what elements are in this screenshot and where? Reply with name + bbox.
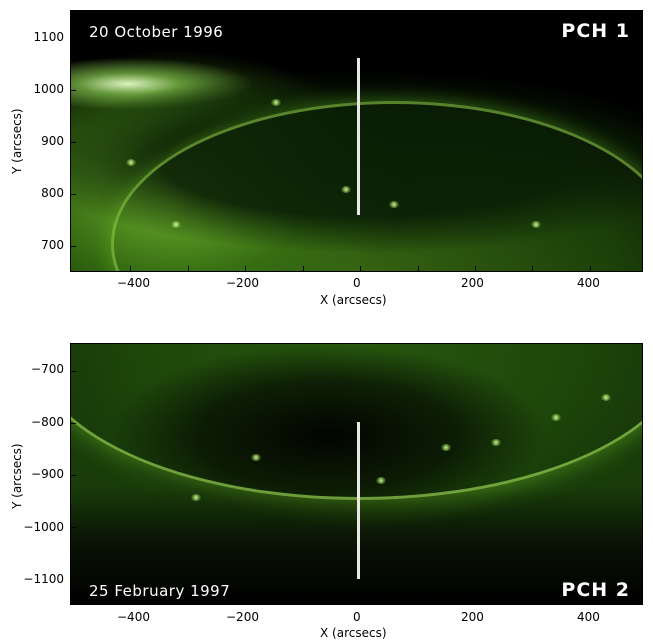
x-tick-label: −200 — [226, 610, 259, 624]
bright-point — [441, 444, 451, 451]
y-axis-title: Y (arcsecs) — [10, 443, 24, 509]
y-tick-label: 700 — [41, 238, 64, 252]
x-tick-label: 400 — [577, 610, 600, 624]
x-tick-mark — [303, 266, 304, 272]
y-tick-mark — [70, 579, 76, 580]
x-tick-mark — [418, 266, 419, 272]
y-tick-mark — [70, 371, 76, 372]
region-label: PCH 2 — [561, 579, 630, 601]
x-tick-mark — [188, 599, 189, 605]
x-tick-mark — [188, 266, 189, 272]
y-tick-mark — [70, 527, 76, 528]
bright-point — [601, 394, 611, 401]
y-tick-label: 1000 — [33, 82, 64, 96]
x-tick-label: −400 — [117, 276, 150, 290]
solar-image-panel-1: 20 October 1996 PCH 1 — [70, 10, 643, 272]
solar-image-panel-2: 25 February 1997 PCH 2 — [70, 343, 643, 605]
x-tick-mark — [475, 599, 476, 605]
y-tick-mark — [70, 246, 76, 247]
bright-point — [191, 494, 201, 501]
y-tick-mark — [70, 38, 76, 39]
y-tick-mark — [70, 194, 76, 195]
y-tick-label: −800 — [31, 415, 64, 429]
bright-point — [341, 186, 351, 193]
y-tick-mark — [70, 90, 76, 91]
x-axis-title: X (arcsecs) — [320, 293, 387, 307]
bright-point — [251, 454, 261, 461]
y-tick-label: −700 — [31, 362, 64, 376]
y-tick-label: −1100 — [23, 572, 64, 586]
y-tick-label: 1100 — [33, 30, 64, 44]
bright-point — [551, 414, 561, 421]
observation-date: 20 October 1996 — [89, 23, 224, 41]
bright-point — [531, 221, 541, 228]
y-tick-label: −1000 — [23, 520, 64, 534]
x-tick-mark — [303, 599, 304, 605]
x-tick-label: −400 — [117, 610, 150, 624]
y-tick-mark — [70, 142, 76, 143]
x-tick-mark — [475, 266, 476, 272]
x-tick-mark — [360, 599, 361, 605]
x-axis-title: X (arcsecs) — [320, 626, 387, 640]
bright-point — [171, 221, 181, 228]
x-tick-mark — [418, 599, 419, 605]
y-tick-label: 800 — [41, 186, 64, 200]
x-tick-label: −200 — [226, 276, 259, 290]
x-tick-mark — [532, 266, 533, 272]
x-tick-label: 200 — [461, 276, 484, 290]
x-tick-mark — [245, 266, 246, 272]
x-tick-mark — [532, 599, 533, 605]
y-tick-mark — [70, 423, 76, 424]
bright-point — [491, 439, 501, 446]
x-tick-label: 200 — [461, 610, 484, 624]
x-tick-mark — [245, 599, 246, 605]
x-tick-label: 0 — [353, 276, 361, 290]
region-label: PCH 1 — [561, 20, 630, 42]
solar-limb — [111, 101, 642, 271]
x-tick-mark — [130, 266, 131, 272]
observation-date: 25 February 1997 — [89, 582, 231, 600]
spectrometer-slit — [357, 58, 360, 215]
x-tick-mark — [360, 266, 361, 272]
bright-point — [126, 159, 136, 166]
x-tick-mark — [130, 599, 131, 605]
bright-point — [271, 99, 281, 106]
x-tick-label: 0 — [353, 610, 361, 624]
x-tick-mark — [590, 266, 591, 272]
bright-point — [376, 477, 386, 484]
y-tick-label: −900 — [31, 467, 64, 481]
x-tick-mark — [590, 599, 591, 605]
y-axis-title: Y (arcsecs) — [10, 108, 24, 174]
bright-point — [389, 201, 399, 208]
y-tick-mark — [70, 475, 76, 476]
spectrometer-slit — [357, 422, 360, 579]
x-tick-label: 400 — [577, 276, 600, 290]
y-tick-label: 900 — [41, 134, 64, 148]
